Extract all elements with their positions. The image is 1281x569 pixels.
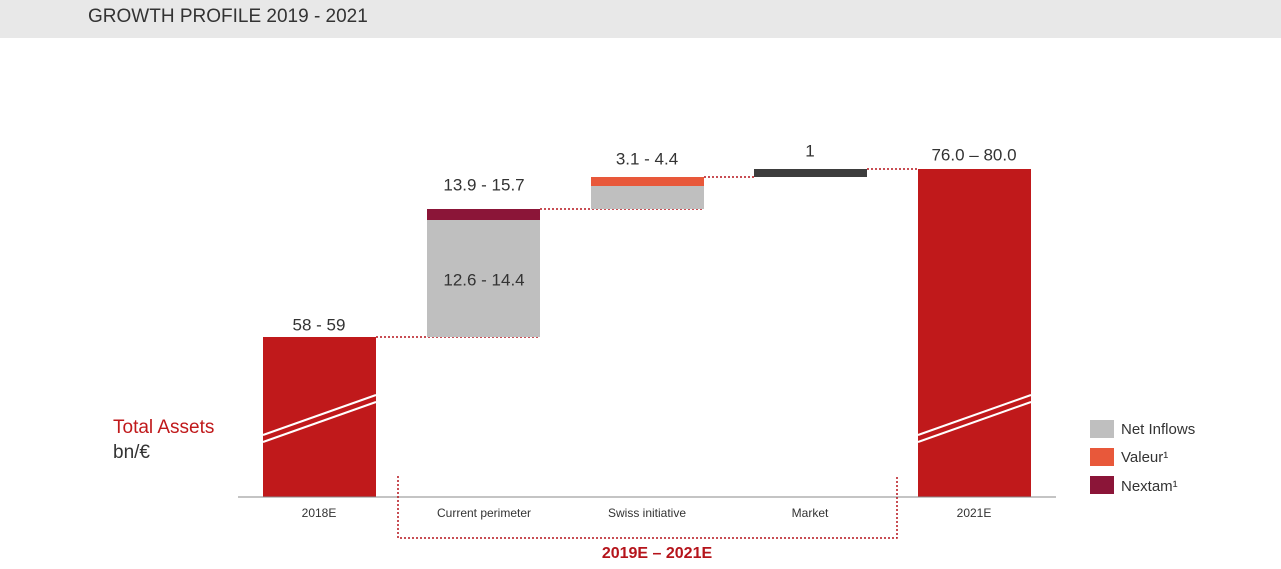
period-label: 2019E – 2021E (602, 545, 713, 562)
value-label: 1 (805, 141, 814, 160)
axis-title: Total Assets (113, 417, 214, 438)
break-mark (917, 401, 1032, 443)
header-title: GROWTH PROFILE 2019 - 2021 (88, 6, 368, 27)
category-label: Swiss initiative (608, 506, 686, 520)
axis-unit: bn/€ (113, 442, 150, 463)
bar-segment (427, 220, 540, 337)
legend-label: Valeur¹ (1121, 449, 1168, 466)
category-label: Current perimeter (437, 506, 531, 520)
bar-segment (591, 177, 704, 186)
value-label: 13.9 - 15.7 (443, 175, 524, 194)
legend-swatch (1090, 420, 1114, 438)
value-label: 3.1 - 4.4 (616, 149, 678, 168)
legend-swatch (1090, 476, 1114, 494)
break-mark (262, 394, 377, 436)
value-label: 58 - 59 (293, 315, 346, 334)
bar (918, 169, 1031, 497)
inner-label: 12.6 - 14.4 (443, 270, 524, 289)
break-mark (262, 401, 377, 443)
category-label: Market (792, 506, 829, 520)
period-bracket (397, 476, 898, 539)
bar (754, 169, 867, 177)
value-label: 76.0 – 80.0 (931, 145, 1016, 164)
break-mark (917, 394, 1032, 436)
bar (263, 337, 376, 497)
header-bar (0, 0, 1281, 38)
legend-swatch (1090, 448, 1114, 466)
category-label: 2021E (957, 506, 992, 520)
legend-label: Nextam¹ (1121, 478, 1178, 495)
bar-segment (591, 186, 704, 209)
bar-segment (427, 209, 540, 220)
legend-label: Net Inflows (1121, 421, 1195, 438)
category-label: 2018E (302, 506, 337, 520)
